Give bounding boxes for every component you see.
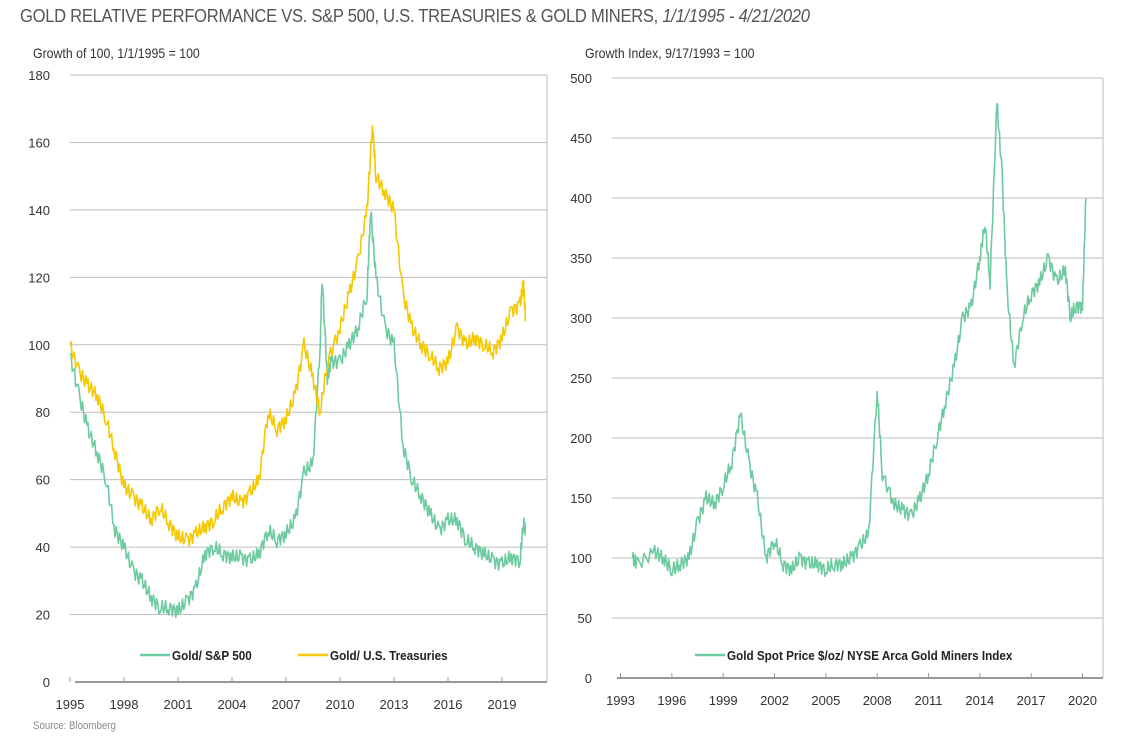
y-tick-label: 0 <box>585 671 592 686</box>
x-tick-label: 1993 <box>606 693 635 708</box>
x-tick-label: 2017 <box>1017 693 1046 708</box>
y-tick-label: 160 <box>28 135 50 150</box>
source-note: Source: Bloomberg <box>33 720 116 732</box>
figure-title: GOLD RELATIVE PERFORMANCE VS. S&P 500, U… <box>20 6 810 26</box>
x-tick-label: 1998 <box>110 697 139 712</box>
x-tick-label: 2020 <box>1068 693 1097 708</box>
series-line-0 <box>631 103 1087 578</box>
x-tick-label: 2011 <box>915 693 943 708</box>
y-tick-label: 60 <box>36 473 50 488</box>
chart-0: 0 20 40 60 80 100 120 140 160 180 1995 1998 2001 2004… <box>28 68 548 712</box>
x-tick-label: 2004 <box>218 697 247 712</box>
y-tick-label: 100 <box>570 551 592 566</box>
chart-1: 0 50 100 150 200 250 300 350 400 450 500 1993 1996 19… <box>570 71 1104 708</box>
x-tick-label: 2013 <box>380 697 409 712</box>
y-tick-label: 450 <box>570 131 592 146</box>
y-tick-label: 300 <box>570 311 592 326</box>
y-tick-label: 350 <box>570 251 592 266</box>
y-tick-label: 50 <box>578 611 592 626</box>
legend-label: Gold Spot Price $/oz/ NYSE Arca Gold Min… <box>727 648 1013 663</box>
x-tick-label: 2008 <box>863 693 892 708</box>
x-tick-label: 1996 <box>657 693 686 708</box>
right-chart-ylabel: Growth Index, 9/17/1993 = 100 <box>585 45 755 61</box>
x-tick-label: 2001 <box>164 697 193 712</box>
series-line-0 <box>69 211 527 619</box>
series-line-1 <box>69 124 527 547</box>
y-tick-label: 180 <box>28 68 50 83</box>
y-tick-label: 140 <box>28 203 50 218</box>
x-tick-label: 2005 <box>811 693 840 708</box>
x-tick-label: 1999 <box>709 693 738 708</box>
x-tick-label: 2007 <box>272 697 301 712</box>
y-tick-label: 100 <box>28 338 50 353</box>
legend-label: Gold/ S&P 500 <box>172 648 252 663</box>
x-tick-label: 2019 <box>488 697 517 712</box>
x-tick-label: 2016 <box>434 697 463 712</box>
legend-label: Gold/ U.S. Treasuries <box>330 648 448 663</box>
y-tick-label: 0 <box>43 675 50 690</box>
y-tick-label: 400 <box>570 191 592 206</box>
y-tick-label: 250 <box>570 371 592 386</box>
x-tick-label: 2010 <box>326 697 355 712</box>
y-tick-label: 150 <box>570 491 592 506</box>
y-tick-label: 500 <box>570 71 592 86</box>
x-tick-label: 2002 <box>760 693 789 708</box>
x-tick-label: 2014 <box>965 693 994 708</box>
y-tick-label: 80 <box>36 405 50 420</box>
y-tick-label: 40 <box>36 540 50 555</box>
left-chart-ylabel: Growth of 100, 1/1/1995 = 100 <box>33 45 200 61</box>
y-tick-label: 120 <box>28 270 50 285</box>
x-tick-label: 1995 <box>56 697 85 712</box>
y-tick-label: 200 <box>570 431 592 446</box>
y-tick-label: 20 <box>36 608 50 623</box>
